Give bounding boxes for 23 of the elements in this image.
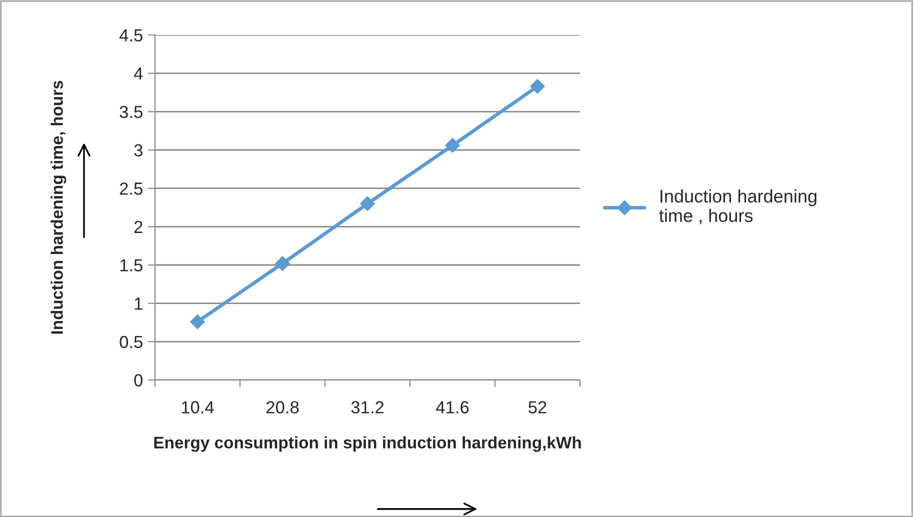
x-tick-label: 31.2 — [351, 401, 384, 414]
y-tick-label: 4 — [134, 68, 143, 80]
point — [275, 256, 290, 271]
y-tick-label: 2 — [134, 220, 142, 233]
point — [530, 78, 545, 94]
y-tick-label: 3 — [134, 144, 142, 156]
legend-label: Induction hardening time , hours — [659, 189, 816, 224]
point — [360, 196, 375, 212]
y-tick-label: 4.5 — [119, 29, 142, 42]
x-tick-label: 41.6 — [436, 401, 469, 414]
y-tick-label: 2.5 — [120, 182, 142, 195]
x-tick-label: 52 — [528, 401, 546, 414]
point — [445, 138, 460, 153]
point — [190, 314, 205, 330]
y-tick-label: 3.5 — [120, 106, 142, 118]
y-axis-title: Induction hardening time, hours — [50, 80, 66, 334]
y-tick-label: 0.5 — [120, 336, 142, 348]
y-tick-label: 0 — [134, 374, 143, 386]
y-tick-label: 1.5 — [120, 259, 142, 272]
x-tick-label: 10.4 — [182, 401, 214, 414]
x-tick-label: 20.8 — [266, 401, 299, 414]
y-tick-label: 1 — [134, 298, 142, 310]
x-axis-title: Energy consumption in spin induction hardening,kWh — [154, 436, 581, 452]
